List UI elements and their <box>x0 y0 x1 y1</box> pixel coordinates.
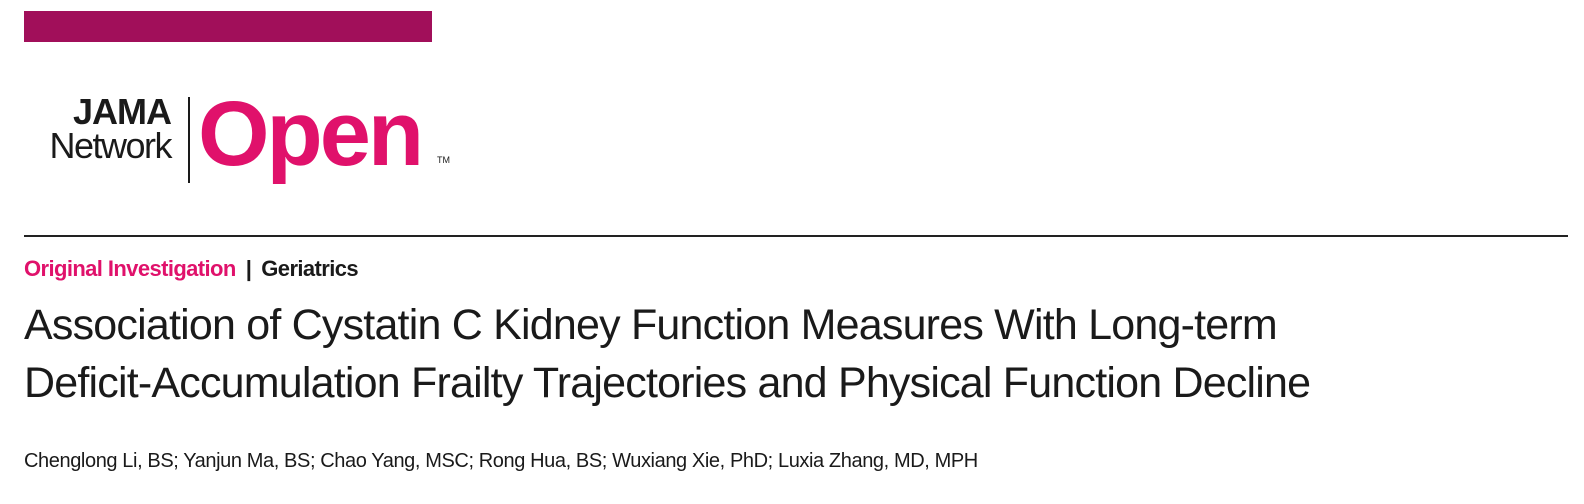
logo-open: Open <box>198 83 424 185</box>
logo-network: Network <box>49 125 172 166</box>
title-line-1: Association of Cystatin C Kidney Functio… <box>24 301 1278 349</box>
top-color-bar <box>24 11 432 42</box>
logo-trademark: TM <box>437 155 450 165</box>
logo-divider <box>188 97 190 183</box>
header-rule <box>24 235 1568 237</box>
logo-jama: JAMA <box>72 91 172 132</box>
article-category: Geriatrics <box>261 256 359 281</box>
author-list: Chenglong Li, BS; Yanjun Ma, BS; Chao Ya… <box>24 450 978 472</box>
section-separator: | <box>245 256 252 281</box>
article-section: Original Investigation | Geriatrics <box>24 256 359 282</box>
article-type: Original Investigation <box>24 256 236 281</box>
article-title: Association of Cystatin C Kidney Functio… <box>24 296 1311 412</box>
journal-logo: JAMA Network Open TM <box>24 84 464 188</box>
title-line-2: Deficit-Accumulation Frailty Trajectorie… <box>24 359 1311 407</box>
